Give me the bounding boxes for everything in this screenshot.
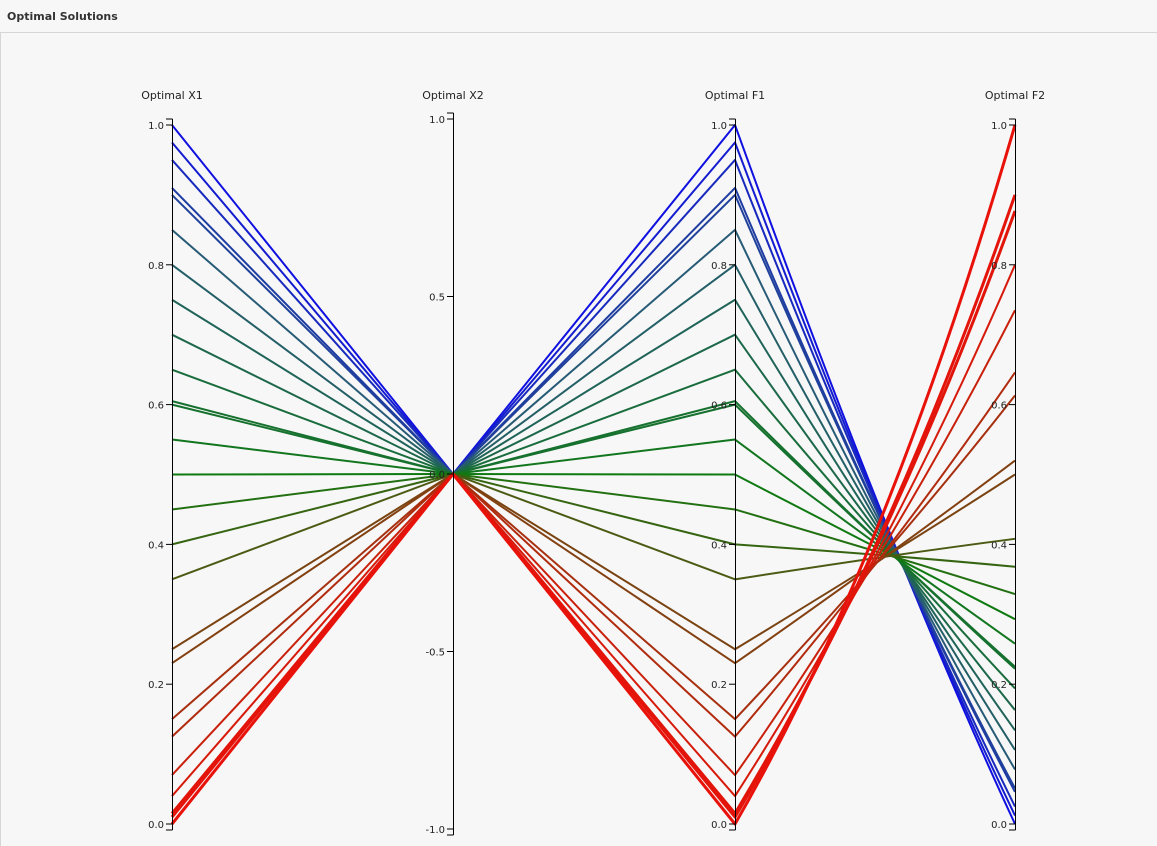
lines-layer	[170, 124, 1017, 826]
axis-title[interactable]: Optimal X2	[422, 89, 484, 102]
solution-line[interactable]	[170, 124, 1017, 826]
panel-border	[0, 33, 1, 846]
tick-label: 1.0	[429, 115, 445, 126]
axis-title[interactable]: Optimal F1	[705, 89, 765, 102]
axis-title[interactable]: Optimal X1	[141, 89, 203, 102]
solution-line[interactable]	[171, 333, 1016, 711]
axis-title[interactable]: Optimal F2	[985, 89, 1045, 102]
solution-line[interactable]	[171, 473, 1016, 581]
tick-label: 0.0	[711, 820, 727, 831]
tick-label: 0.0	[991, 820, 1007, 831]
solution-line[interactable]	[171, 298, 1016, 731]
solution-line[interactable]	[171, 309, 1016, 777]
axis-3: 0.0 0.2 0.4 0.6 0.8 1.0 Optimal F1	[705, 89, 765, 831]
tick-label: 1.0	[711, 121, 727, 132]
tick-label: -1.0	[425, 825, 445, 836]
solution-line[interactable]	[171, 158, 1016, 807]
solution-line[interactable]	[171, 186, 1016, 793]
tick-label: 0.4	[711, 540, 727, 551]
tick-label: -0.5	[425, 648, 445, 659]
solution-line[interactable]	[171, 141, 1016, 817]
tick-label: 0.6	[148, 401, 164, 412]
solution-line[interactable]	[171, 193, 1016, 789]
axis-4: 0.0 0.2 0.4 0.6 0.8 1.0 Optimal F2	[985, 89, 1045, 831]
tick-label: 0.8	[991, 261, 1007, 272]
tick-label: 0.5	[429, 293, 445, 304]
solution-line[interactable]	[171, 438, 1016, 645]
solution-line[interactable]	[171, 264, 1016, 798]
tick-label: 1.0	[148, 121, 164, 132]
tick-label: 0.4	[148, 540, 164, 551]
solution-line[interactable]	[171, 368, 1016, 690]
tick-label: 1.0	[991, 121, 1007, 132]
tick-label: 0.0	[429, 470, 445, 481]
solution-line[interactable]	[171, 124, 1016, 825]
solution-line[interactable]	[171, 394, 1016, 721]
tick-label: 0.8	[148, 261, 164, 272]
tick-label: 0.2	[148, 680, 164, 691]
solution-line[interactable]	[171, 263, 1016, 751]
tick-label: 0.8	[711, 261, 727, 272]
panel-header: Optimal Solutions	[0, 0, 1157, 33]
tick-label: 0.6	[711, 401, 727, 412]
solution-line[interactable]	[171, 403, 1016, 668]
tick-label: 0.4	[991, 540, 1007, 551]
tick-label: 0.2	[711, 680, 727, 691]
panel-title: Optimal Solutions	[7, 10, 118, 23]
axis-1: 0.0 0.2 0.4 0.6 0.8 1.0 Optimal X1	[141, 89, 203, 831]
tick-label: 0.6	[991, 401, 1007, 412]
solution-line[interactable]	[170, 194, 1017, 819]
axis-2: -1.0 -0.5 0.0 0.5 1.0 Optimal X2	[422, 89, 484, 836]
solution-line[interactable]	[171, 473, 1016, 595]
tick-label: 0.0	[148, 820, 164, 831]
solution-line[interactable]	[171, 473, 1016, 621]
tick-label: 0.2	[991, 680, 1007, 691]
solution-line[interactable]	[171, 228, 1016, 770]
